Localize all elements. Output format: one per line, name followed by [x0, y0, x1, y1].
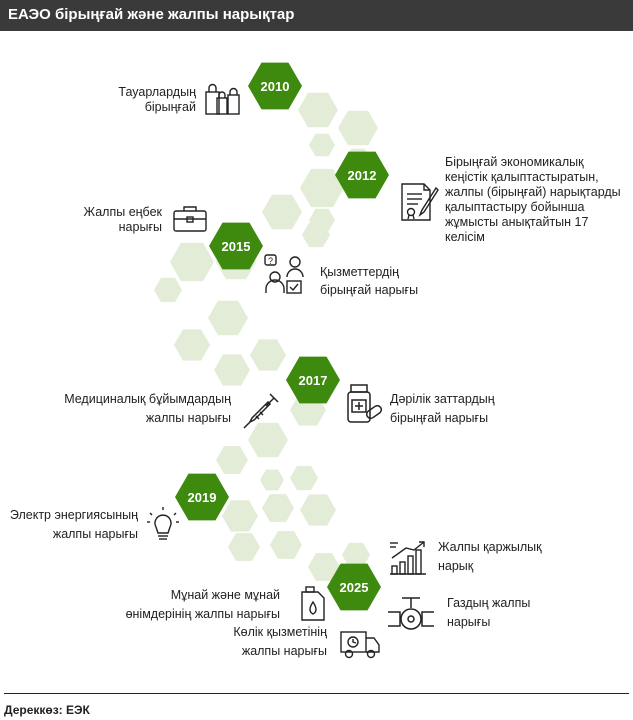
footer-divider [4, 693, 629, 694]
year-label-2017: 2017 [299, 373, 328, 388]
header-bar: ЕАЭО бірыңғай және жалпы нарықтар [0, 0, 633, 31]
decorative-hexagon [170, 242, 214, 282]
year-hexagon-2012 [335, 151, 389, 199]
label-medical-devices: Медициналық бұйымдардың жалпы нарығы [64, 392, 231, 425]
year-hexagon-2019 [175, 473, 229, 521]
briefcase-icon [173, 206, 207, 232]
syringe-icon [243, 393, 279, 429]
decorative-hexagon [298, 92, 338, 128]
growth-chart-icon [390, 541, 426, 575]
page-title: ЕАЭО бірыңғай және жалпы нарықтар [8, 6, 295, 23]
label-medicines: Дәрілік заттардың бірыңғай нарығы [390, 392, 495, 425]
year-label-2012: 2012 [348, 168, 377, 183]
label-common-economic-space: Бірыңғай экономикалық кеңістік қалыптасты… [445, 155, 621, 244]
decorative-hexagon [248, 422, 288, 458]
hexagon-timeline: 2010 2012 2015 2017 2019 2025 [154, 62, 389, 611]
decorative-hexagon [302, 222, 330, 248]
decorative-hexagon [208, 300, 248, 336]
oil-canister-icon [301, 586, 325, 621]
year-label-2025: 2025 [340, 580, 369, 595]
light-bulb-icon [147, 507, 179, 540]
decorative-hexagon [214, 354, 250, 386]
year-hexagon-2015 [209, 222, 263, 270]
decorative-hexagon [222, 500, 258, 532]
service-workers-icon: ? [264, 254, 304, 294]
decorative-hexagon [250, 339, 286, 371]
source-note: Дереккөз: ЕЭК [4, 703, 90, 717]
label-services-market: Қызметтердің бірыңғай нарығы [320, 265, 419, 297]
medicine-bottle-icon [347, 384, 383, 423]
gas-pipe-valve-icon [388, 597, 434, 630]
label-gas-market: Газдың жалпы нарығы [447, 596, 531, 629]
label-electric-power: Электр энергиясының жалпы нарығы [9, 508, 138, 541]
decorative-hexagon [309, 133, 335, 157]
year-label-2010: 2010 [261, 79, 290, 94]
label-transport-services: Көлік қызметінің жалпы нарығы [233, 625, 327, 658]
decorative-hexagon [270, 531, 302, 559]
label-goods: Тауарлардың бірыңғай [118, 85, 196, 114]
label-labor-market: Жалпы еңбек нарығы [83, 205, 162, 234]
decorative-hexagon [262, 194, 302, 230]
delivery-truck-icon [340, 631, 380, 659]
decorative-hexagon [338, 110, 378, 146]
decorative-hexagon [216, 446, 248, 474]
decorative-hexagon [260, 469, 284, 491]
year-label-2019: 2019 [188, 490, 217, 505]
decorative-hexagon [154, 277, 182, 303]
contract-signing-icon [401, 183, 439, 221]
decorative-hexagon [290, 465, 318, 491]
year-hexagon-2025 [327, 563, 381, 611]
decorative-hexagon [174, 329, 210, 361]
shopping-bags-icon [205, 83, 240, 115]
decorative-hexagon [300, 168, 344, 208]
decorative-hexagon [228, 533, 260, 561]
decorative-hexagon [262, 494, 294, 522]
year-label-2015: 2015 [222, 239, 251, 254]
year-hexagon-2010 [248, 62, 302, 110]
label-oil-products: Мұнай және мұнай өнімдерінің жалпы нарығы [125, 588, 280, 621]
decorative-hexagon [342, 542, 370, 568]
svg-text:?: ? [268, 256, 273, 266]
decorative-hexagon [308, 553, 340, 581]
decorative-hexagon [300, 494, 336, 526]
label-financial-market: Жалпы қаржылық нарық [438, 540, 542, 573]
year-hexagon-2017 [286, 356, 340, 404]
